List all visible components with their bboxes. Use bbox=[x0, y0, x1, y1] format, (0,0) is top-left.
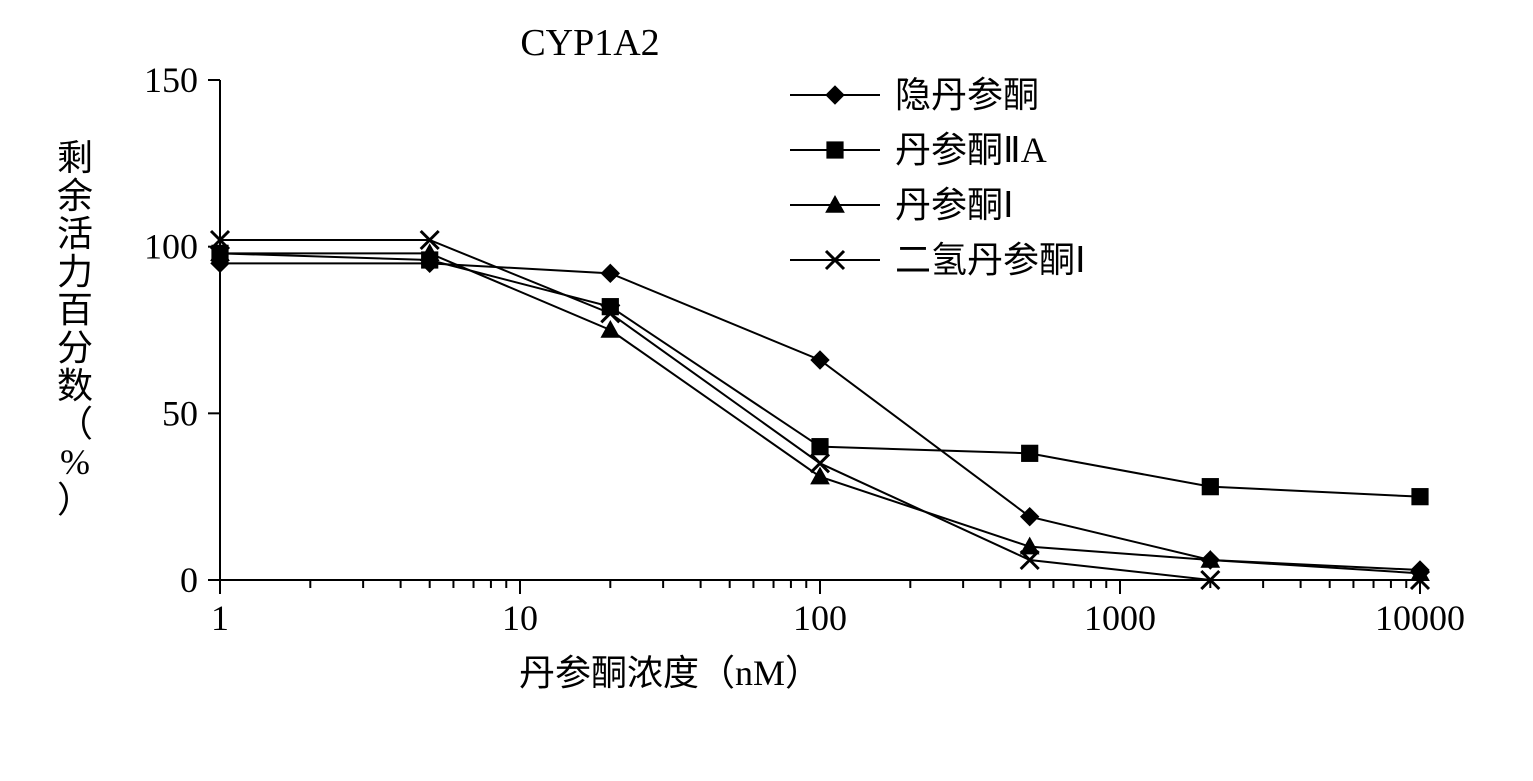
svg-text:分: 分 bbox=[57, 328, 93, 368]
axes bbox=[220, 80, 1420, 580]
series-1 bbox=[212, 245, 1428, 505]
svg-text:%: % bbox=[60, 442, 90, 482]
chart-title: CYP1A2 bbox=[520, 22, 659, 64]
y-tick-label: 150 bbox=[144, 60, 198, 100]
y-tick-label: 100 bbox=[144, 227, 198, 267]
legend-label: 隐丹参酮 bbox=[895, 75, 1039, 115]
diamond-marker bbox=[601, 264, 619, 282]
legend-label: 丹参酮ⅡA bbox=[895, 130, 1047, 170]
svg-text:百: 百 bbox=[57, 290, 93, 330]
triangle-marker bbox=[1021, 538, 1039, 554]
square-marker bbox=[1022, 445, 1038, 461]
series-0 bbox=[211, 254, 1429, 579]
diamond-marker bbox=[1021, 508, 1039, 526]
svg-text:活: 活 bbox=[57, 214, 93, 254]
svg-text:剩: 剩 bbox=[57, 138, 93, 178]
svg-text:（: （ bbox=[57, 404, 93, 444]
svg-text:数: 数 bbox=[57, 366, 93, 406]
y-tick-label: 50 bbox=[162, 393, 198, 433]
square-marker bbox=[1412, 489, 1428, 505]
x-tick-label: 10 bbox=[502, 598, 538, 638]
y-tick-label: 0 bbox=[180, 560, 198, 600]
x-tick-label: 1 bbox=[211, 598, 229, 638]
square-marker bbox=[827, 142, 843, 158]
series-3 bbox=[211, 231, 1429, 589]
square-marker bbox=[812, 439, 828, 455]
y-axis-label: 剩余活力百分数（%） bbox=[57, 138, 93, 520]
diamond-marker bbox=[826, 86, 844, 104]
square-marker bbox=[1202, 479, 1218, 495]
triangle-marker bbox=[601, 321, 619, 337]
series-2 bbox=[211, 244, 1429, 580]
legend-label: 丹参酮Ⅰ bbox=[895, 185, 1014, 225]
chart-container: CYP1A2 0 50 100 150 1 10 100 1000 10000 丹参酮浓度（nM） 剩… bbox=[20, 20, 1533, 761]
x-axis-label: 丹参酮浓度（nM） bbox=[519, 653, 821, 693]
chart-svg: CYP1A2 0 50 100 150 1 10 100 1000 10000 丹参酮浓度（nM） 剩… bbox=[20, 20, 1533, 761]
diamond-marker bbox=[811, 351, 829, 369]
svg-text:余: 余 bbox=[57, 176, 93, 216]
svg-text:）: ） bbox=[57, 480, 93, 520]
x-tick-label: 100 bbox=[793, 598, 847, 638]
series-line bbox=[220, 263, 1420, 570]
x-tick-label: 10000 bbox=[1375, 598, 1465, 638]
series-line bbox=[220, 253, 1420, 573]
x-tick-label: 1000 bbox=[1084, 598, 1156, 638]
svg-text:力: 力 bbox=[57, 252, 93, 292]
series-line bbox=[220, 240, 1420, 580]
legend-label: 二氢丹参酮Ⅰ bbox=[895, 240, 1086, 280]
series-line bbox=[220, 253, 1420, 496]
